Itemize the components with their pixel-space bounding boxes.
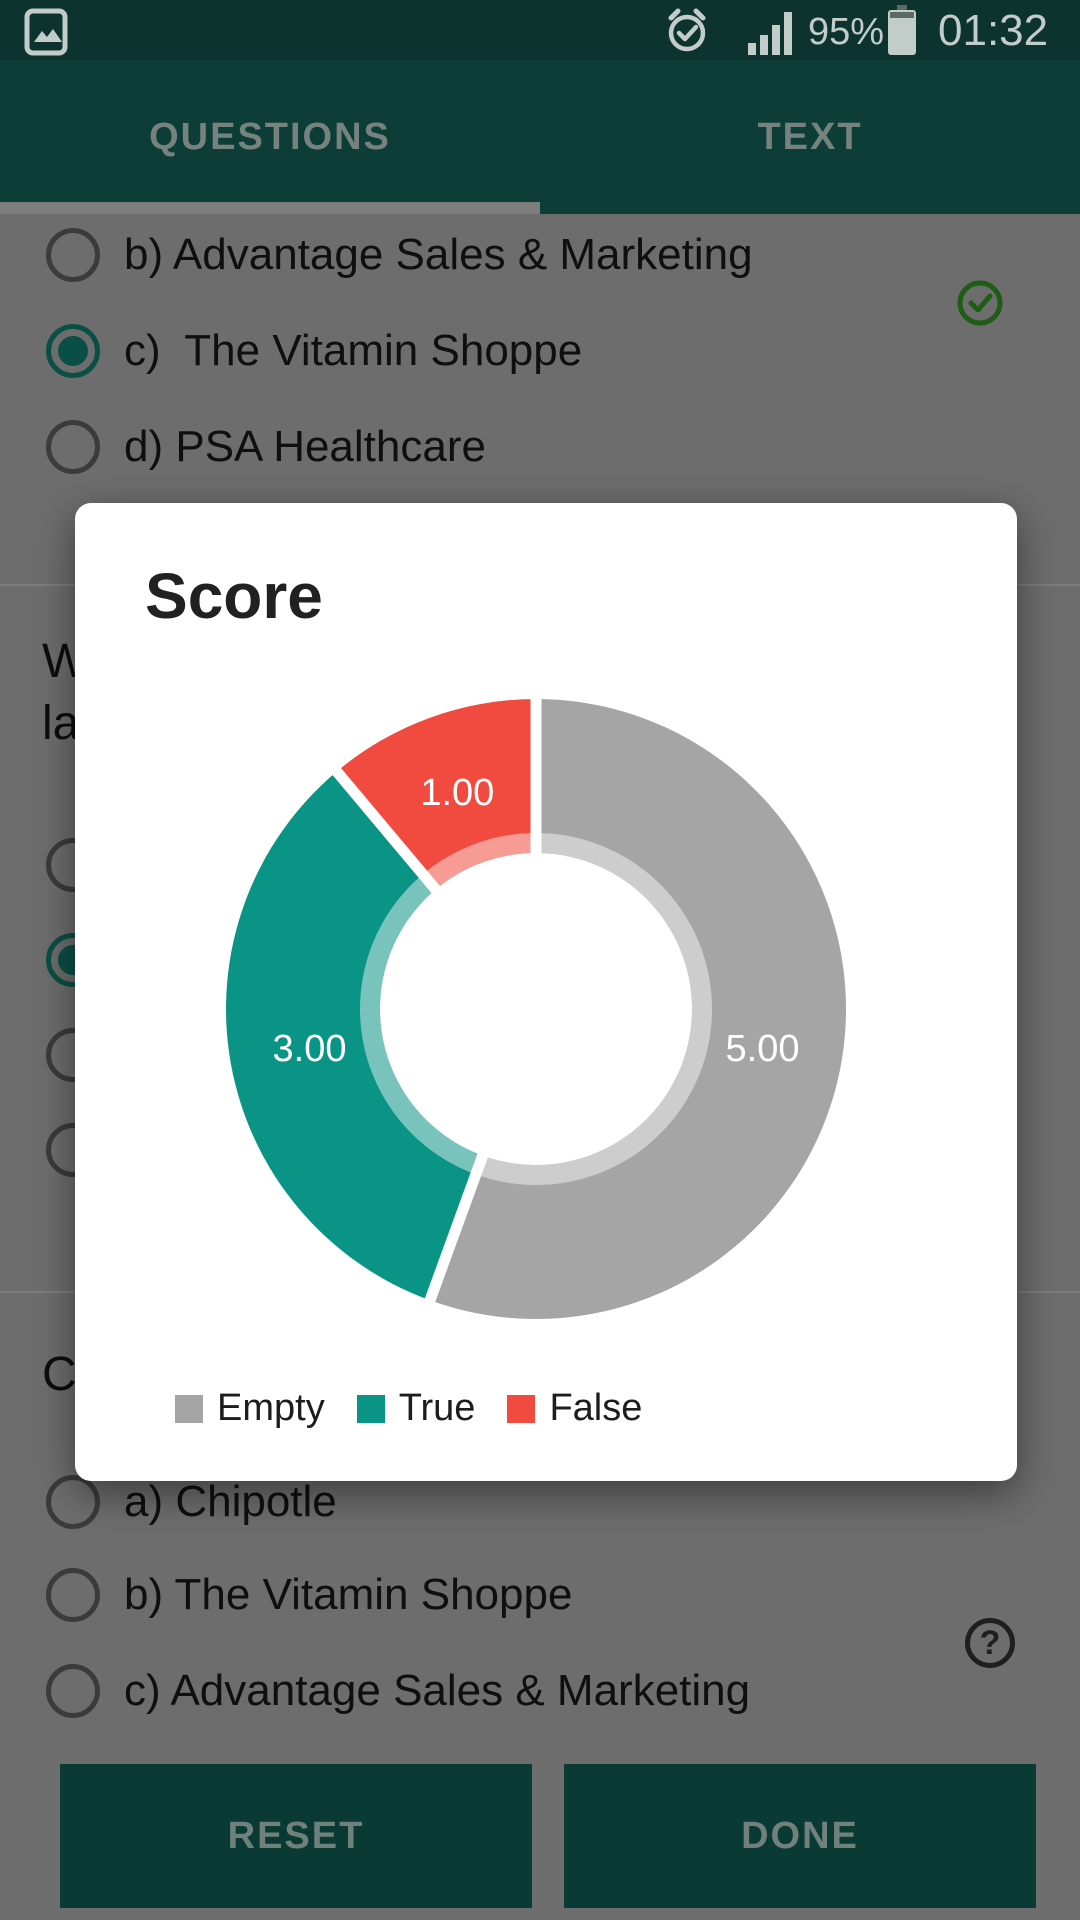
tab-text-label: TEXT <box>757 115 863 158</box>
radio-unselected[interactable] <box>46 1568 100 1622</box>
tab-text[interactable]: TEXT <box>540 60 1080 214</box>
radio-unselected[interactable] <box>46 228 100 282</box>
option-row-advantage-2[interactable]: c) Advantage Sales & Marketing <box>46 1661 750 1721</box>
radio-selected[interactable] <box>46 324 100 378</box>
signal-icon <box>748 12 792 55</box>
status-bar: 95% 01:32 <box>0 0 1080 60</box>
donut-slice-true <box>226 771 483 1301</box>
legend-swatch-false <box>507 1394 536 1423</box>
slice-gap <box>327 761 446 900</box>
option-label: b) The Vitamin Shoppe <box>124 1570 573 1619</box>
donut-slice-false <box>336 699 536 890</box>
option-label: c) Advantage Sales & Marketing <box>124 1666 751 1715</box>
legend-label: False <box>549 1387 643 1429</box>
legend-label: Empty <box>217 1387 325 1429</box>
done-button[interactable]: DONE <box>564 1764 1036 1908</box>
dialog-title: Score <box>145 560 323 632</box>
score-donut-chart: 5.00 3.00 1.00 <box>226 691 847 1319</box>
donut-slice-empty <box>429 699 847 1319</box>
help-icon[interactable]: ? <box>965 1618 1015 1668</box>
donut-inner-band <box>360 833 712 1185</box>
option-row-chipotle[interactable]: a) Chipotle <box>46 1472 337 1532</box>
legend-item-false: False <box>507 1387 642 1430</box>
tab-questions[interactable]: QUESTIONS <box>0 60 540 214</box>
radio-unselected[interactable] <box>46 1664 100 1718</box>
slice-value-label: 3.00 <box>273 1028 347 1070</box>
option-row-advantage[interactable]: b) Advantage Sales & Marketing <box>46 225 753 285</box>
legend-item-empty: Empty <box>175 1387 325 1430</box>
slice-value-label: 5.00 <box>726 1028 800 1070</box>
tab-bar: QUESTIONS TEXT <box>0 60 1080 214</box>
option-label: b) Advantage Sales & Marketing <box>124 230 753 279</box>
chart-legend: Empty True False <box>175 1387 642 1430</box>
selected-tab-indicator <box>0 202 540 214</box>
battery-percent-text: 95% <box>808 11 885 53</box>
legend-item-true: True <box>356 1387 476 1430</box>
option-row-vitamin-shoppe[interactable]: c) The Vitamin Shoppe <box>46 321 582 381</box>
option-row-vitamin-shoppe-2[interactable]: b) The Vitamin Shoppe <box>46 1565 572 1625</box>
option-label: c) The Vitamin Shoppe <box>124 326 583 375</box>
alarm-icon <box>668 8 706 52</box>
clock-text: 01:32 <box>938 6 1049 55</box>
slice-value-label: 1.00 <box>420 772 494 814</box>
slice-gap <box>422 1146 491 1310</box>
correct-check-icon <box>957 280 1003 326</box>
score-dialog: Score 5.00 3.00 1.00 Empty True False <box>75 503 1017 1481</box>
radio-unselected[interactable] <box>46 420 100 474</box>
radio-unselected[interactable] <box>46 1475 100 1529</box>
gallery-notification-icon <box>24 8 68 56</box>
reset-button[interactable]: RESET <box>60 1764 532 1908</box>
option-row-psa-healthcare[interactable]: d) PSA Healthcare <box>46 417 486 477</box>
legend-swatch-true <box>356 1394 385 1423</box>
question-text-partial-bottom: C <box>42 1348 77 1401</box>
option-label: a) Chipotle <box>124 1477 337 1526</box>
legend-swatch-empty <box>175 1394 203 1423</box>
option-label: d) PSA Healthcare <box>124 422 486 471</box>
legend-label: True <box>398 1387 476 1429</box>
battery-icon <box>888 5 916 55</box>
tab-questions-label: QUESTIONS <box>149 115 391 158</box>
